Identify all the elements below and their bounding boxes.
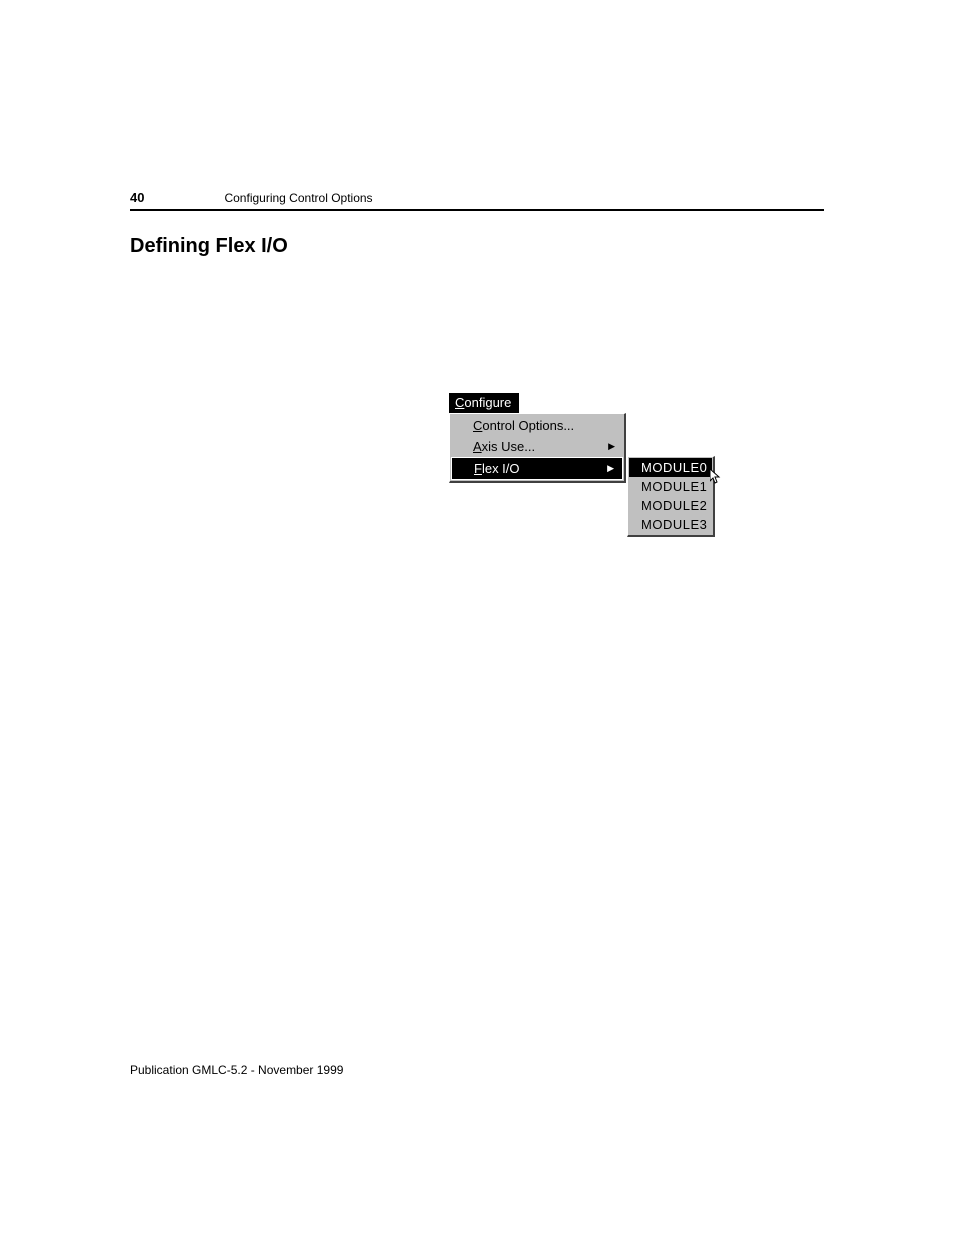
menu-title-hotkey: C (455, 395, 464, 410)
menu-title[interactable]: Configure (449, 393, 519, 413)
submenu-item-module0[interactable]: MODULE0 (629, 458, 712, 477)
menu-item-label: ontrol Options... (482, 418, 574, 433)
menu-item-control-options[interactable]: Control Options... (451, 415, 623, 436)
menu-item-hotkey: C (473, 418, 482, 433)
submenu-item-module2[interactable]: MODULE2 (629, 496, 712, 515)
footer-text: Publication GMLC-5.2 - November 1999 (130, 1063, 343, 1077)
submenu-arrow-icon: ▶ (607, 463, 614, 474)
page-header: 40 Configuring Control Options (130, 190, 824, 211)
menu-item-label: lex I/O (482, 461, 520, 476)
menu-item-hotkey: F (474, 461, 482, 476)
menu-item-axis-use[interactable]: Axis Use... ▶ (451, 436, 623, 457)
menu-item-label: xis Use... (482, 439, 535, 454)
menu-item-flex-io[interactable]: Flex I/O ▶ (451, 457, 623, 480)
menu-title-rest: onfigure (464, 395, 511, 410)
section-heading: Defining Flex I/O (130, 235, 824, 258)
dropdown-menu: Control Options... Axis Use... ▶ Flex I/… (449, 413, 626, 483)
submenu-arrow-icon: ▶ (608, 441, 615, 452)
menu-item-hotkey: A (473, 439, 482, 454)
running-title: Configuring Control Options (224, 191, 372, 205)
cursor-icon (710, 469, 726, 490)
submenu-item-module1[interactable]: MODULE1 (629, 477, 712, 496)
page-number: 40 (130, 190, 144, 205)
menu-screenshot: Configure Control Options... Axis Use...… (449, 393, 626, 483)
submenu: MODULE0 MODULE1 MODULE2 MODULE3 (627, 456, 715, 537)
submenu-item-module3[interactable]: MODULE3 (629, 515, 712, 534)
